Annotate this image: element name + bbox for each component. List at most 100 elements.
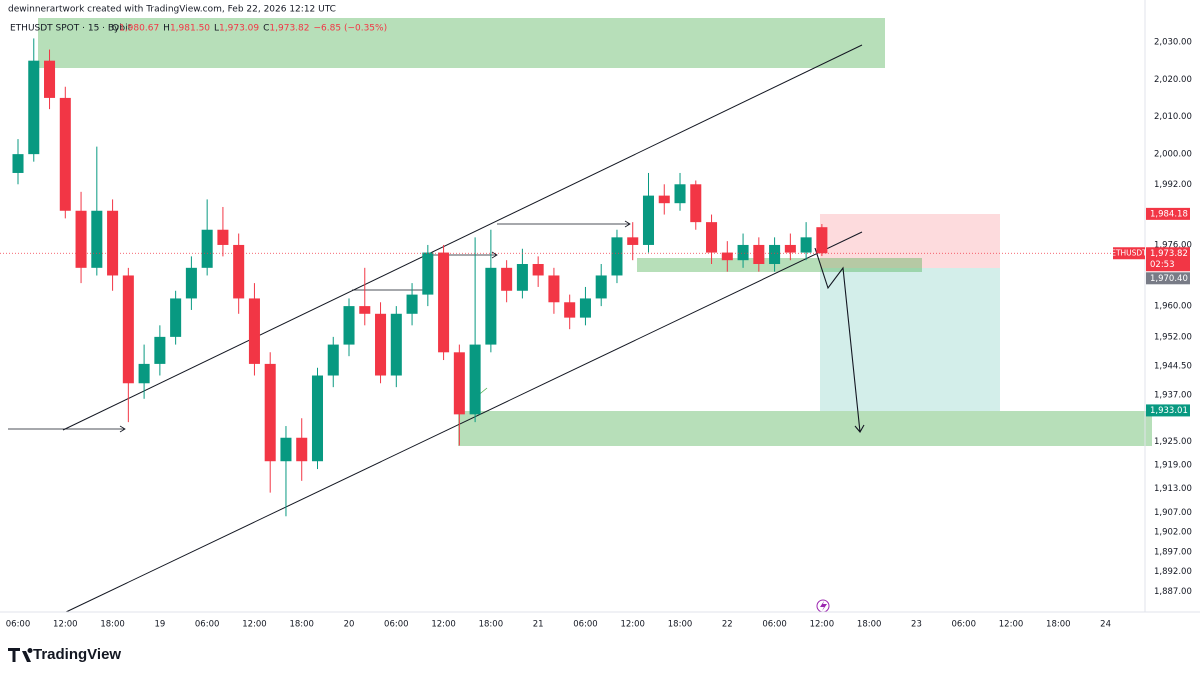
candle-body	[343, 306, 355, 345]
candles	[12, 38, 828, 517]
candle-body	[595, 275, 607, 299]
candle-body	[800, 237, 812, 253]
candle-body	[422, 252, 434, 295]
ohlc-value: −6.85 (−0.35%)	[314, 24, 388, 34]
candle-body	[217, 229, 229, 245]
candle-body	[406, 294, 418, 314]
x-tick-label: 19	[154, 620, 165, 630]
ohlc-key: L	[214, 24, 219, 34]
candle-body	[627, 237, 639, 245]
candle-body	[516, 264, 528, 291]
y-tick-label: 1,952.00	[1154, 332, 1192, 342]
candle-body	[658, 195, 670, 204]
candle-body	[501, 267, 513, 291]
stop-zone	[820, 214, 1000, 268]
supply-zone	[38, 18, 885, 68]
x-tick-label: 22	[722, 620, 733, 630]
candle-body	[107, 210, 119, 276]
y-tick-label: 1,907.00	[1154, 508, 1192, 518]
candle-body	[753, 244, 765, 265]
x-tick-label: 12:00	[810, 620, 835, 630]
candle-body	[311, 375, 324, 462]
candle-body	[248, 298, 260, 364]
brand: TradingView	[33, 646, 121, 663]
arrow	[8, 425, 126, 433]
candle-body	[769, 244, 781, 265]
x-tick-label: 21	[533, 620, 544, 630]
channel-lower	[65, 231, 863, 613]
candle-body	[438, 252, 450, 353]
drawings	[8, 18, 1152, 613]
candle-body	[75, 210, 87, 268]
y-tick-label: 1,925.00	[1154, 437, 1192, 447]
x-tick-label: 23	[911, 620, 922, 630]
ohlc-value: 1,981.50	[170, 24, 210, 34]
x-tick-label: 06:00	[195, 620, 220, 630]
price-tag: 1,973.82	[1150, 249, 1188, 259]
candle-body	[469, 344, 481, 415]
support-zone	[637, 258, 922, 272]
demand-zone	[458, 411, 1152, 446]
x-tick-label: 18:00	[668, 620, 693, 630]
x-tick-label: 18:00	[479, 620, 504, 630]
ohlc-legend: O 1,980.67 H 1,981.50 L 1,973.09 C 1,973.82 −6.8…	[112, 24, 387, 34]
candle-body	[721, 252, 733, 261]
y-tick-label: 1,937.00	[1154, 390, 1192, 400]
candle-body	[453, 352, 465, 415]
x-tick-label: 18:00	[1046, 620, 1071, 630]
candle-body	[674, 184, 686, 204]
candle-body	[296, 437, 308, 462]
y-tick-label: 2,010.00	[1154, 112, 1192, 122]
price-tag-bg	[1146, 247, 1190, 272]
x-tick-label: 18:00	[289, 620, 314, 630]
x-tick-label: 06:00	[951, 620, 976, 630]
candle-body	[44, 60, 56, 98]
y-tick-label: 1,897.00	[1154, 547, 1192, 557]
y-tick-label: 1,919.00	[1154, 461, 1192, 471]
countdown: 02:53	[1150, 260, 1175, 270]
candle-body	[532, 264, 544, 276]
channel-upper	[62, 44, 863, 431]
x-tick-label: 18:00	[100, 620, 125, 630]
x-tick-label: 12:00	[620, 620, 645, 630]
candle-body	[390, 313, 402, 376]
price-tag-bg	[1146, 272, 1190, 285]
candle-body	[201, 229, 213, 268]
y-tick-label: 1,976.00	[1154, 240, 1192, 250]
ohlc-value: 1,973.09	[219, 24, 259, 34]
arrow	[497, 220, 631, 228]
candle-body	[706, 222, 718, 253]
symbol-tag-bg	[1113, 247, 1145, 260]
ohlc-key: O	[112, 24, 119, 34]
x-tick-label: 12:00	[431, 620, 456, 630]
x-tick-label: 06:00	[762, 620, 787, 630]
candle-body	[280, 437, 292, 462]
price-tag: 1,970.40	[1150, 274, 1188, 284]
y-tick-label: 1,913.00	[1154, 484, 1192, 494]
candle-body	[564, 302, 576, 318]
price-tag-bg	[1146, 207, 1190, 220]
candle-body	[375, 313, 387, 376]
projection-arrow	[814, 247, 865, 433]
x-tick-label: 06:00	[384, 620, 409, 630]
candle-body	[784, 244, 796, 253]
y-tick-label: 1,892.00	[1154, 567, 1192, 577]
target-zone	[820, 268, 1000, 411]
ohlc-value: 1,973.82	[269, 24, 309, 34]
y-tick-label: 1,992.00	[1154, 180, 1192, 190]
x-tick-label: 20	[344, 620, 355, 630]
y-tick-label: 2,020.00	[1154, 75, 1192, 85]
price-tag: 1,984.18	[1150, 209, 1188, 219]
candle-body	[548, 275, 560, 303]
candle-body	[816, 227, 828, 254]
axes: 2,030.00 2,020.00 2,010.00 2,000.00 1,992.00…	[0, 0, 1200, 630]
candle-body	[690, 184, 702, 223]
candle-body	[264, 363, 276, 462]
brand-logo	[8, 648, 33, 662]
candle-body	[170, 298, 182, 337]
candle-body	[59, 97, 71, 211]
y-tick-label: 1,902.00	[1154, 528, 1192, 538]
